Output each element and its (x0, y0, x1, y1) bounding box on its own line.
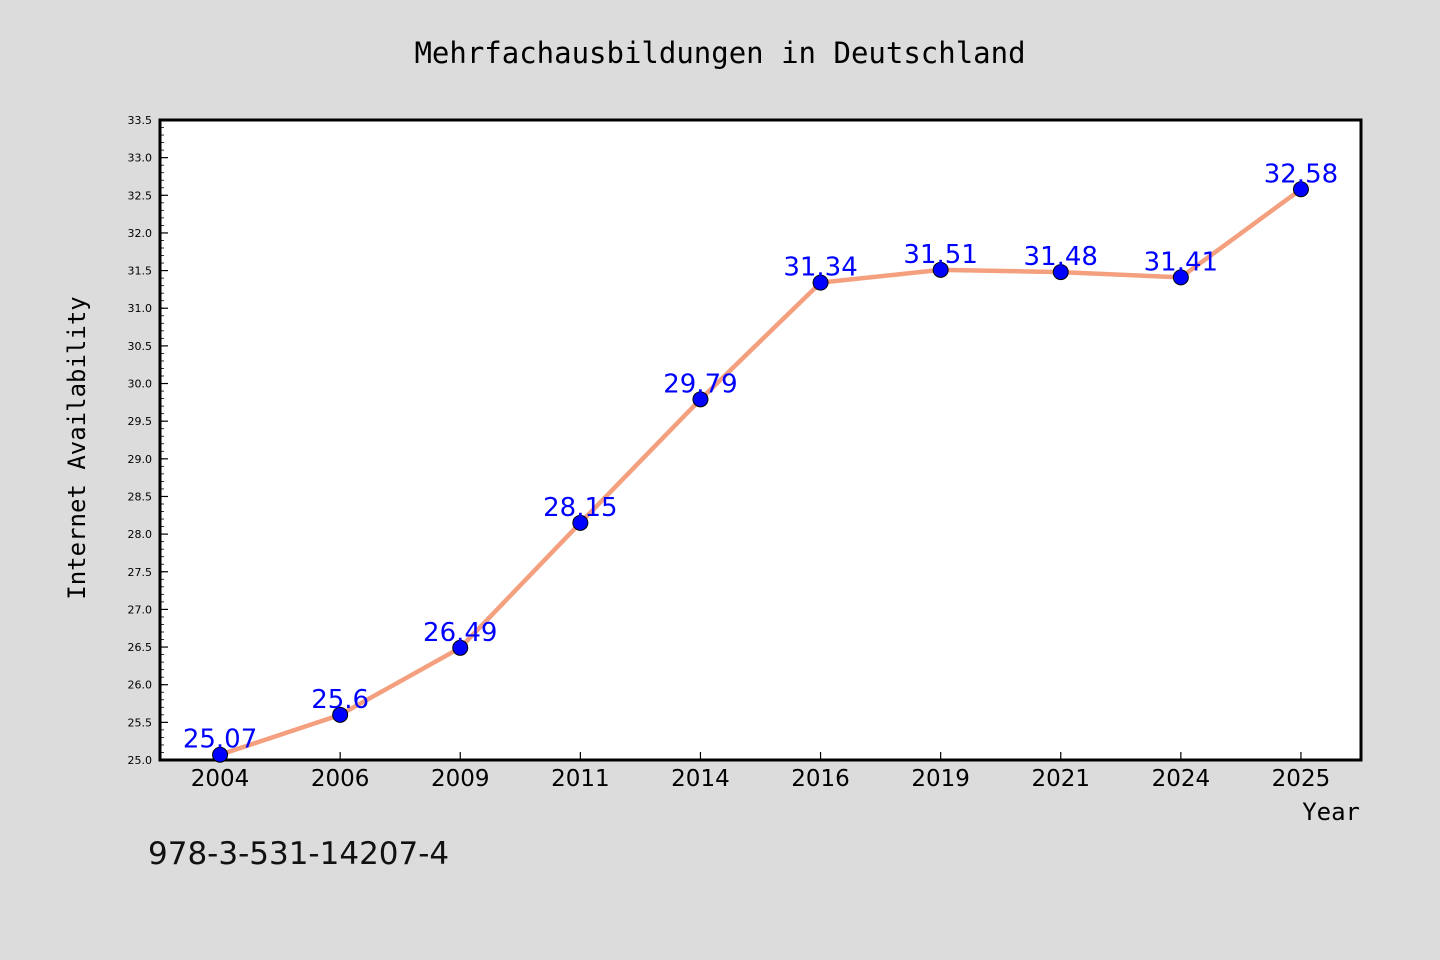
y-tick-label: 27.0 (128, 603, 153, 616)
data-label: 28.15 (543, 493, 617, 523)
x-tick-label: 2011 (551, 766, 610, 792)
y-tick-label: 33.0 (128, 152, 153, 165)
y-tick-label: 26.5 (128, 641, 153, 654)
y-tick-label: 25.5 (128, 716, 153, 729)
x-tick-label: 2006 (311, 766, 370, 792)
y-tick-label: 31.5 (128, 265, 153, 278)
data-label: 31.41 (1144, 247, 1218, 277)
data-point (1292, 181, 1309, 198)
data-point (572, 514, 589, 531)
y-tick-label: 33.5 (128, 114, 153, 127)
y-tick-label: 28.5 (128, 490, 153, 503)
x-tick-label: 2024 (1152, 766, 1211, 792)
y-tick-label: 26.0 (128, 679, 153, 692)
data-label: 31.34 (783, 253, 857, 283)
x-tick-label: 2025 (1272, 766, 1331, 792)
series-line (217, 187, 1304, 757)
x-tick-label: 2016 (791, 766, 850, 792)
plot-area (158, 118, 1363, 762)
y-tick-label: 25.0 (128, 754, 153, 767)
y-tick-label: 27.5 (128, 566, 153, 579)
data-label: 25.07 (183, 725, 257, 755)
data-label: 31.48 (1024, 242, 1098, 272)
y-tick-label: 30.5 (128, 340, 153, 353)
series-markers (212, 181, 1309, 763)
x-tick-label: 2019 (911, 766, 970, 792)
x-tick-label: 2004 (191, 766, 250, 792)
x-axis-label: Year (1302, 798, 1360, 826)
data-point (932, 261, 949, 278)
data-point (1052, 264, 1069, 281)
y-tick-label: 30.0 (128, 378, 153, 391)
y-tick-label: 29.5 (128, 415, 153, 428)
y-tick-label: 29.0 (128, 453, 153, 466)
data-label: 29.79 (663, 369, 737, 399)
y-tick-label: 28.0 (128, 528, 153, 541)
data-labels: 25.07 25.6 26.49 28.15 29.79 31.34 31.51 31.48 3… (183, 159, 1338, 754)
y-axis: 25.0 25.5 26.0 26.5 27.0 27.5 28.0 28.5 29.0 29.5… (128, 114, 168, 767)
chart-title: Mehrfachausbildungen in Deutschland (414, 36, 1025, 70)
y-axis-label: Internet Availability (63, 296, 91, 599)
data-point (692, 391, 709, 408)
x-tick-label: 2021 (1031, 766, 1090, 792)
data-point (332, 706, 349, 723)
y-tick-label: 32.0 (128, 227, 153, 240)
data-label: 32.58 (1264, 159, 1338, 189)
data-label: 26.49 (423, 618, 497, 648)
y-tick-label: 31.0 (128, 302, 153, 315)
data-label: 31.51 (903, 240, 977, 270)
x-tick-label: 2014 (671, 766, 730, 792)
x-tick-label: 2009 (431, 766, 490, 792)
isbn-text: 978-3-531-14207-4 (148, 836, 449, 872)
data-label: 25.6 (311, 685, 369, 715)
data-point (812, 274, 829, 291)
data-point (1172, 269, 1189, 286)
data-point (212, 746, 229, 763)
data-point (452, 639, 469, 656)
y-tick-label: 32.5 (128, 189, 153, 202)
